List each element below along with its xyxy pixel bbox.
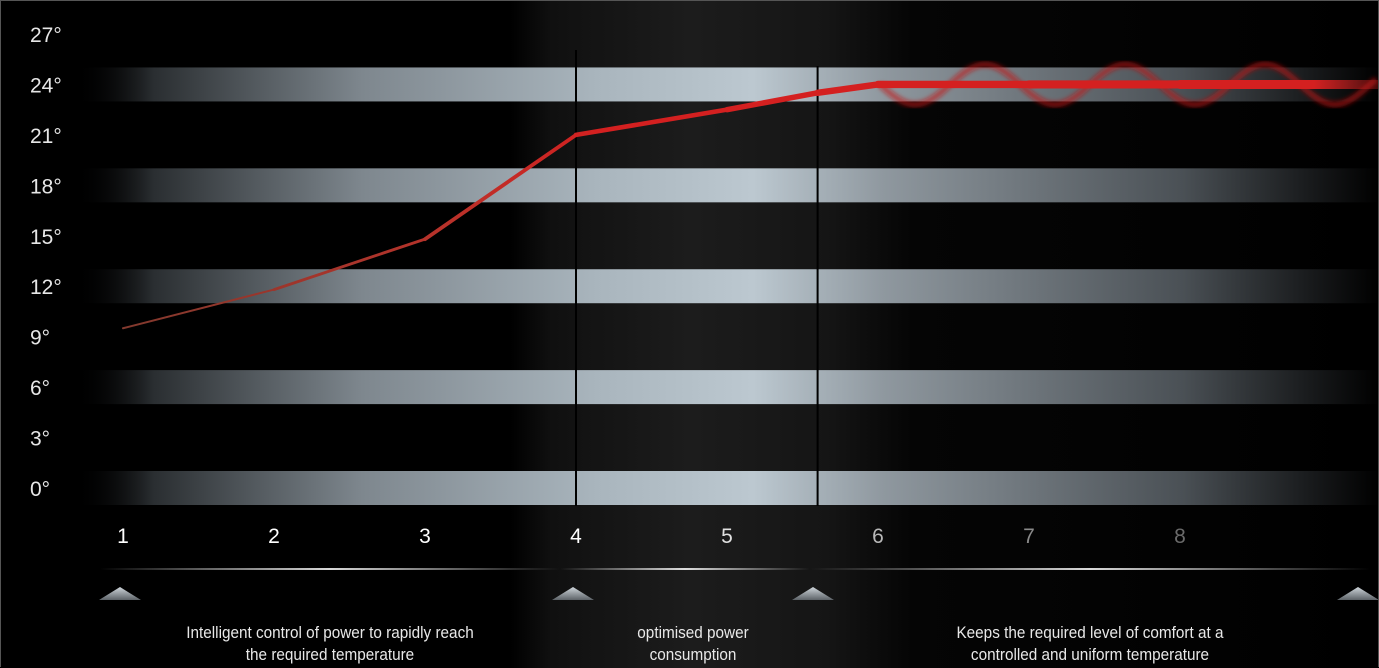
phase-2-caption-line-1: optimised power xyxy=(637,623,749,642)
series-line-segment xyxy=(423,132,578,242)
series-line-segment xyxy=(272,237,427,292)
y-tick-label: 3° xyxy=(30,428,50,451)
y-tick-label: 12° xyxy=(30,276,62,299)
phase-marker-triangle xyxy=(552,587,594,600)
x-tick-label: 4 xyxy=(570,525,582,548)
phase-baselines xyxy=(99,568,1379,600)
y-tick-label: 27° xyxy=(30,24,62,47)
grid-bands xyxy=(75,67,1379,505)
y-tick-label: 24° xyxy=(30,74,62,97)
phase-dividers xyxy=(575,50,819,506)
phase-1-caption: Intelligent control of power to rapidly … xyxy=(141,622,519,666)
phase-2-caption-line-2: consumption xyxy=(649,645,737,664)
phase-marker-triangle xyxy=(99,587,141,600)
phase-baseline-2 xyxy=(560,568,810,570)
y-axis-ticks: 27° 24° 21° 18° 15° 12° 9° 6° 3° 0° xyxy=(30,24,62,501)
series-group xyxy=(122,79,1379,330)
phase-3-caption-line-1: Keeps the required level of comfort at a xyxy=(956,623,1224,642)
phase-baseline-1 xyxy=(100,568,560,570)
phase-2-caption: optimised power consumption xyxy=(599,622,788,666)
series-line-segment xyxy=(814,81,882,97)
series-line-segment xyxy=(724,90,821,113)
phase-marker-triangle xyxy=(792,587,834,600)
phase-1-caption-line-2: the required temperature xyxy=(245,645,415,664)
series-line-segment xyxy=(122,288,275,330)
y-tick-label: 6° xyxy=(30,377,50,400)
x-tick-label: 2 xyxy=(268,525,280,548)
y-tick-label: 0° xyxy=(30,478,50,501)
phase-1-caption-line-1: Intelligent control of power to rapidly … xyxy=(186,623,474,642)
grid-band-6 xyxy=(75,370,1379,405)
x-tick-label: 5 xyxy=(721,525,733,548)
phase-3-caption-line-2: controlled and uniform temperature xyxy=(970,645,1210,664)
x-tick-label: 6 xyxy=(872,525,884,548)
grid-band-0 xyxy=(75,471,1379,505)
phase-marker-triangle xyxy=(1337,587,1379,600)
grid-band-12 xyxy=(75,269,1379,304)
phase-3-caption: Keeps the required level of comfort at a… xyxy=(901,622,1279,666)
x-tick-label: 1 xyxy=(117,525,129,548)
series-line-segment xyxy=(573,107,730,138)
y-tick-label: 21° xyxy=(30,125,62,148)
heat-wave-decoration xyxy=(877,61,1379,108)
heat-wave-path xyxy=(877,61,1379,108)
y-tick-label: 15° xyxy=(30,226,62,249)
y-tick-label: 18° xyxy=(30,175,62,198)
x-tick-label: 7 xyxy=(1023,525,1035,548)
phase-baseline-3 xyxy=(810,568,1370,570)
x-tick-label: 3 xyxy=(419,525,431,548)
x-tick-label: 8 xyxy=(1174,525,1186,548)
x-axis-ticks: 1 2 3 4 5 6 7 8 xyxy=(117,525,1186,548)
grid-band-18 xyxy=(75,168,1379,203)
y-tick-label: 9° xyxy=(30,327,50,350)
